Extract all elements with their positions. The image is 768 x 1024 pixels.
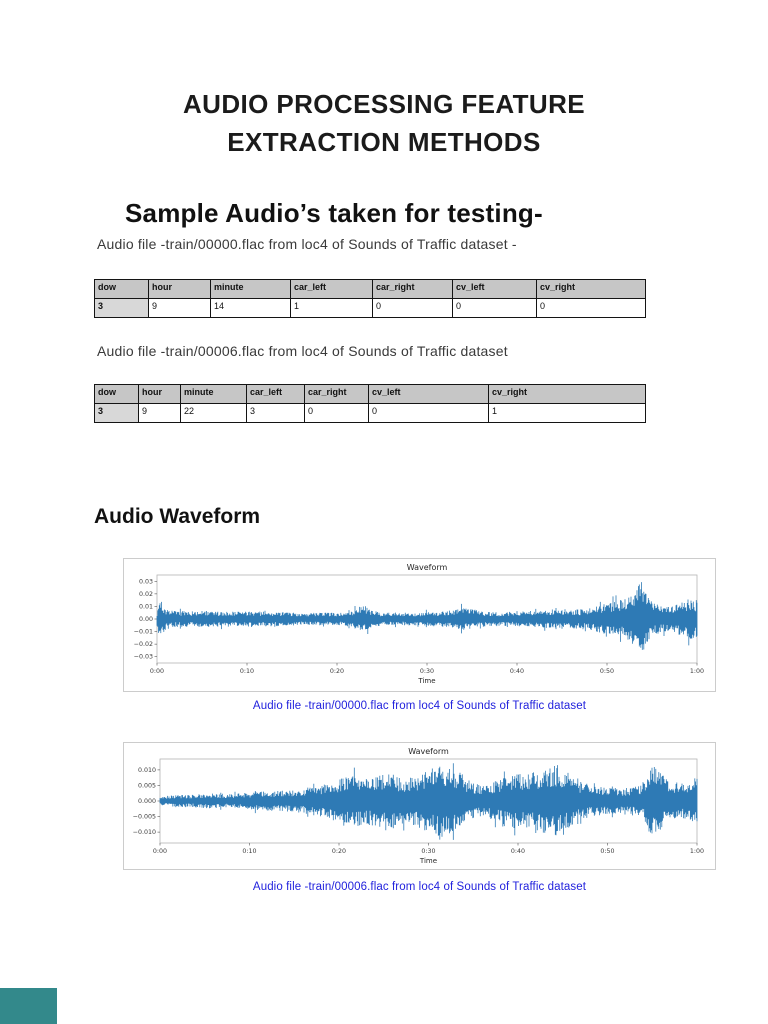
table-header-cell: cv_right [536, 279, 646, 299]
waveform-section-heading: Audio Waveform [94, 505, 261, 528]
svg-text:0.005: 0.005 [138, 782, 156, 789]
svg-text:1:00: 1:00 [690, 848, 704, 855]
svg-text:0:10: 0:10 [242, 848, 256, 855]
table-header-cell: car_right [372, 279, 453, 299]
svg-text:0:50: 0:50 [600, 848, 614, 855]
svg-text:0:30: 0:30 [420, 668, 434, 675]
svg-text:−0.010: −0.010 [133, 829, 156, 836]
svg-text:Waveform: Waveform [407, 563, 448, 572]
waveform-figure-1: Waveform 0.03 0.02 0.01 0.00 −0.01 −0.02 −0.03 0… [123, 558, 716, 692]
svg-text:0:30: 0:30 [421, 848, 435, 855]
table-header-cell: car_left [246, 384, 305, 404]
svg-text:0:40: 0:40 [510, 668, 524, 675]
audio-file-description-2: Audio file -train/00006.flac from loc4 o… [97, 343, 508, 359]
svg-text:0:20: 0:20 [330, 668, 344, 675]
table-row: 3 9 14 1 0 0 0 [94, 298, 646, 318]
svg-text:0:40: 0:40 [511, 848, 525, 855]
table-header-cell: dow [94, 384, 139, 404]
svg-text:0.000: 0.000 [138, 798, 156, 805]
table-header-cell: minute [180, 384, 247, 404]
table-cell: 22 [180, 403, 247, 423]
audio-metadata-table-1: dow hour minute car_left car_right cv_left cv_… [94, 279, 646, 318]
document-title: AUDIO PROCESSING FEATURE EXTRACTION METH… [0, 85, 768, 161]
waveform-caption-2: Audio file -train/00006.flac from loc4 o… [252, 881, 587, 893]
table-header-cell: cv_left [368, 384, 489, 404]
waveform-figure-2: Waveform 0.010 0.005 0.000 −0.005 −0.010 0:00 0… [123, 742, 716, 870]
table-cell: 9 [138, 403, 181, 423]
audio-file-description-1: Audio file -train/00000.flac from loc4 o… [97, 236, 517, 252]
svg-text:−0.03: −0.03 [134, 654, 153, 661]
table-cell: 1 [488, 403, 646, 423]
svg-text:1:00: 1:00 [690, 668, 704, 675]
table-cell: 0 [536, 298, 646, 318]
document-title-line2: EXTRACTION METHODS [227, 127, 541, 157]
table-cell: 3 [246, 403, 305, 423]
svg-text:Waveform: Waveform [408, 747, 449, 756]
table-cell: 14 [210, 298, 291, 318]
svg-text:0.01: 0.01 [139, 603, 153, 610]
table-cell: 0 [452, 298, 537, 318]
audio-metadata-table-2: dow hour minute car_left car_right cv_left cv_… [94, 384, 646, 423]
table-header-cell: car_right [304, 384, 369, 404]
svg-text:0:00: 0:00 [153, 848, 167, 855]
next-page-corner [0, 988, 57, 1024]
table-header-cell: minute [210, 279, 291, 299]
table-header-row: dow hour minute car_left car_right cv_left cv_… [94, 384, 646, 404]
table-cell: 0 [304, 403, 369, 423]
svg-text:−0.01: −0.01 [134, 629, 153, 636]
table-cell: 3 [94, 298, 149, 318]
table-cell: 3 [94, 403, 139, 423]
svg-text:0.00: 0.00 [139, 616, 153, 623]
svg-text:0:50: 0:50 [600, 668, 614, 675]
table-header-cell: cv_left [452, 279, 537, 299]
table-cell: 1 [290, 298, 373, 318]
section-heading: Sample Audio’s taken for testing- [125, 198, 543, 228]
table-cell: 9 [148, 298, 211, 318]
table-header-cell: cv_right [488, 384, 646, 404]
table-row: 3 9 22 3 0 0 1 [94, 403, 646, 423]
svg-text:0:10: 0:10 [240, 668, 254, 675]
table-cell: 0 [372, 298, 453, 318]
table-header-row: dow hour minute car_left car_right cv_left cv_… [94, 279, 646, 299]
svg-text:0.03: 0.03 [139, 578, 153, 585]
svg-text:Time: Time [419, 857, 437, 865]
waveform-chart-1: Waveform 0.03 0.02 0.01 0.00 −0.01 −0.02 −0.03 0… [134, 563, 704, 685]
table-header-cell: dow [94, 279, 149, 299]
document-title-line1: AUDIO PROCESSING FEATURE [182, 89, 586, 119]
table-cell: 0 [368, 403, 489, 423]
svg-text:0.02: 0.02 [139, 591, 153, 598]
svg-text:Time: Time [417, 677, 435, 685]
svg-text:−0.02: −0.02 [134, 641, 153, 648]
table-header-cell: hour [148, 279, 211, 299]
svg-text:0.010: 0.010 [138, 767, 156, 774]
svg-text:−0.005: −0.005 [133, 814, 156, 821]
table-header-cell: car_left [290, 279, 373, 299]
table-header-cell: hour [138, 384, 181, 404]
svg-text:0:20: 0:20 [332, 848, 346, 855]
svg-text:0:00: 0:00 [150, 668, 164, 675]
waveform-chart-2: Waveform 0.010 0.005 0.000 −0.005 −0.010 0:00 0… [133, 747, 704, 865]
waveform-caption-1: Audio file -train/00000.flac from loc4 o… [252, 700, 587, 712]
